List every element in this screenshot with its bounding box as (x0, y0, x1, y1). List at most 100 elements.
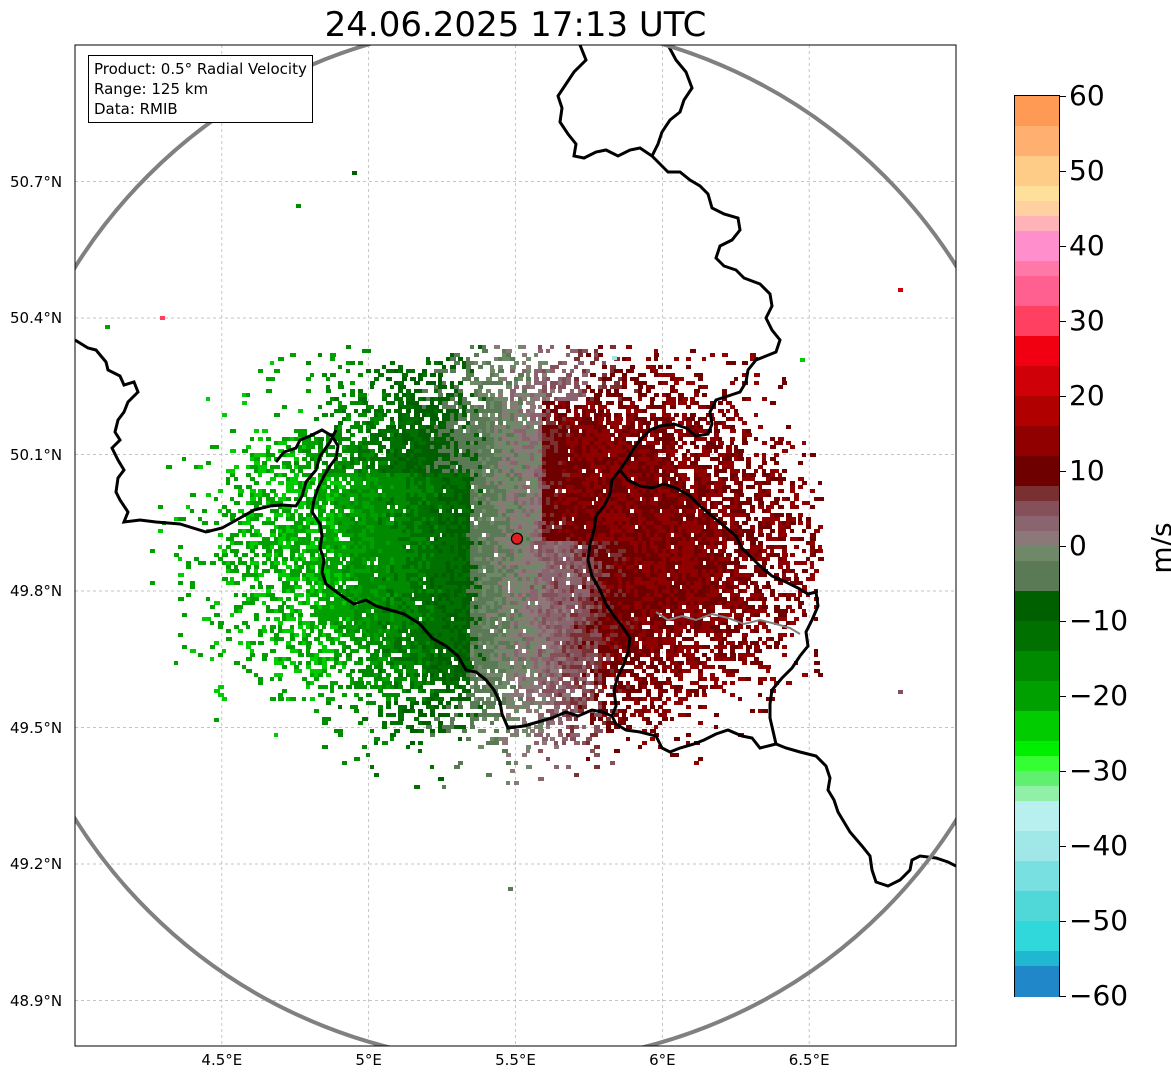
echo-cell (630, 485, 634, 489)
echo-cell (526, 557, 530, 561)
echo-cell (522, 549, 527, 553)
echo-cell (802, 481, 807, 485)
echo-cell (698, 525, 704, 529)
echo-cell (702, 437, 707, 441)
echo-cell (562, 509, 568, 513)
echo-cell (462, 453, 467, 457)
echo-cell (418, 441, 422, 445)
echo-cell (370, 453, 375, 457)
echo-cell (606, 461, 611, 465)
echo-cell (262, 461, 267, 465)
echo-cell (750, 505, 755, 509)
echo-cell (242, 449, 248, 453)
echo-cell (406, 493, 411, 497)
echo-cell (506, 381, 512, 385)
echo-cell (450, 517, 454, 521)
echo-cell (222, 553, 228, 557)
echo-cell (810, 549, 816, 553)
echo-cell (266, 545, 271, 549)
echo-cell (554, 381, 559, 385)
echo-cell (554, 545, 559, 549)
echo-cell (654, 465, 659, 469)
echo-cell (354, 469, 359, 473)
echo-cell (746, 501, 752, 505)
echo-cell (526, 561, 531, 565)
echo-cell (450, 529, 456, 533)
echo-cell (602, 469, 608, 473)
echo-cell (734, 557, 739, 561)
echo-cell (494, 529, 499, 533)
echo-cell (318, 493, 323, 497)
echo-cell (546, 549, 550, 553)
echo-cell (442, 461, 446, 465)
echo-cell (430, 397, 435, 401)
echo-cell (598, 421, 603, 425)
echo-cell (538, 521, 543, 525)
echo-cell (530, 553, 535, 557)
echo-cell (586, 401, 590, 405)
echo-cell (538, 429, 544, 433)
echo-cell (366, 409, 371, 413)
echo-cell (598, 445, 602, 449)
echo-cell (382, 497, 387, 501)
echo-cell (338, 505, 344, 509)
echo-cell (506, 357, 511, 361)
echo-cell (614, 457, 619, 461)
echo-cell (470, 405, 474, 409)
echo-cell (406, 461, 411, 465)
echo-cell (526, 469, 531, 473)
echo-cell (658, 429, 663, 433)
echo-cell (486, 453, 492, 457)
echo-cell (702, 465, 707, 469)
echo-cell (654, 525, 660, 529)
echo-cell (270, 529, 276, 533)
echo-cell (658, 485, 663, 489)
echo-cell (266, 517, 271, 521)
echo-cell (586, 517, 591, 521)
echo-cell (562, 441, 567, 445)
echo-cell (542, 413, 548, 417)
echo-cell (478, 449, 483, 453)
echo-cell (550, 401, 555, 405)
echo-cell (714, 473, 719, 477)
echo-cell (718, 477, 724, 481)
echo-cell (386, 469, 391, 473)
echo-cell (586, 413, 590, 417)
echo-cell (610, 561, 616, 565)
echo-cell (622, 441, 627, 445)
echo-cell (462, 437, 466, 441)
echo-cell (622, 469, 626, 473)
echo-cell (418, 501, 423, 505)
echo-cell (662, 425, 668, 429)
echo-cell (606, 505, 610, 509)
echo-cell (366, 485, 370, 489)
echo-cell (618, 489, 622, 493)
echo-cell (498, 389, 503, 393)
echo-cell (634, 533, 639, 537)
echo-cell (650, 557, 656, 561)
echo-cell (374, 529, 379, 533)
echo-cell (670, 561, 676, 565)
echo-cell (738, 549, 743, 553)
echo-cell (694, 525, 699, 529)
echo-cell (674, 377, 679, 381)
echo-cell (610, 345, 616, 349)
echo-cell (570, 369, 574, 373)
echo-cell (470, 445, 476, 449)
echo-cell (282, 405, 287, 409)
echo-cell (602, 541, 608, 545)
echo-cell (494, 509, 498, 513)
echo-cell (470, 465, 475, 469)
echo-cell (402, 425, 406, 429)
echo-cell (318, 505, 323, 509)
echo-cell (758, 541, 763, 545)
echo-cell (474, 541, 479, 545)
echo-cell (562, 533, 567, 537)
echo-cell (346, 473, 351, 477)
echo-cell (634, 453, 638, 457)
echo-cell (750, 477, 755, 481)
echo-cell (366, 529, 371, 533)
echo-cell (526, 509, 531, 513)
echo-cell (402, 453, 408, 457)
echo-cell (650, 417, 655, 421)
